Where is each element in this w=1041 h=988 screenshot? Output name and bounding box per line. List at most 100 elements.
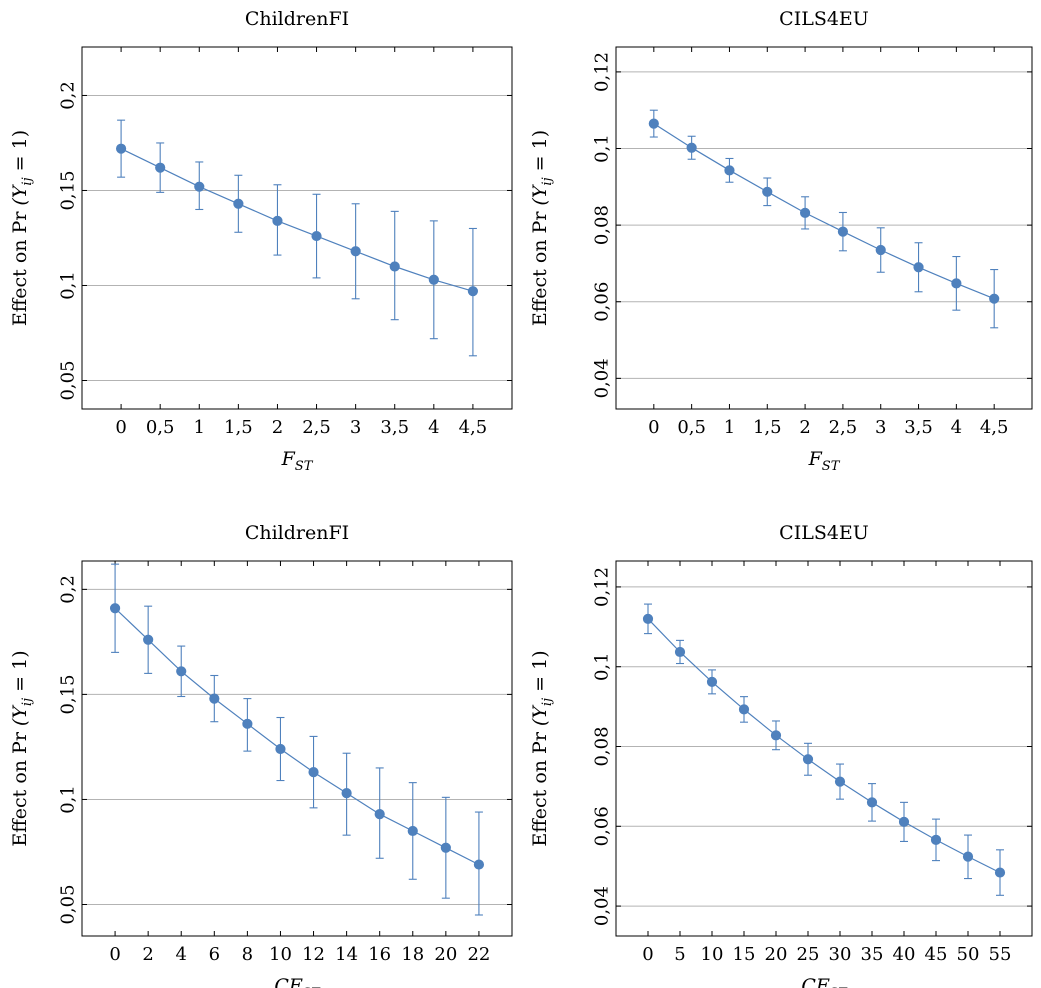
y-tick-label: 0,08 bbox=[592, 726, 613, 766]
x-tick-label: 45 bbox=[925, 944, 948, 965]
x-axis-label: CFST bbox=[274, 975, 321, 988]
data-point bbox=[272, 215, 283, 226]
x-tick-label: 18 bbox=[401, 944, 424, 965]
x-tick-label: 55 bbox=[989, 944, 1012, 965]
x-tick-label: 1,5 bbox=[753, 417, 782, 438]
data-point bbox=[674, 646, 686, 658]
y-tick-label: 0,05 bbox=[58, 360, 79, 400]
data-point bbox=[467, 286, 479, 297]
data-point bbox=[962, 851, 974, 862]
y-tick-label: 0,2 bbox=[58, 575, 79, 604]
series-line bbox=[647, 618, 1001, 874]
y-tick-label: 0,15 bbox=[58, 674, 79, 714]
data-point bbox=[898, 816, 910, 828]
data-point bbox=[389, 261, 400, 272]
y-axis-label: Effect on Pr (Yij = 1) bbox=[529, 650, 555, 846]
x-tick-label: 10 bbox=[269, 944, 292, 965]
x-tick-label: 3 bbox=[875, 417, 886, 438]
x-tick-label: 2 bbox=[799, 417, 810, 438]
x-axis-label: FST bbox=[808, 448, 841, 474]
x-tick-label: 0 bbox=[648, 417, 659, 438]
x-tick-label: 4 bbox=[428, 417, 439, 438]
data-point bbox=[875, 244, 886, 256]
x-tick-label: 30 bbox=[829, 944, 852, 965]
x-tick-label: 0,5 bbox=[677, 417, 706, 438]
y-axis-label: Effect on Pr (Yij = 1) bbox=[529, 130, 555, 326]
data-point bbox=[994, 867, 1006, 878]
series-line bbox=[114, 607, 480, 866]
data-point bbox=[770, 730, 782, 741]
y-tick-label: 0,12 bbox=[592, 52, 613, 92]
data-point bbox=[642, 613, 654, 624]
data-point bbox=[686, 142, 697, 153]
chart-title: ChildrenFI bbox=[245, 8, 349, 30]
x-tick-label: 20 bbox=[765, 944, 788, 965]
x-tick-label: 1 bbox=[724, 417, 735, 438]
data-point bbox=[428, 274, 439, 285]
data-point bbox=[233, 198, 244, 209]
x-tick-label: 6 bbox=[209, 944, 220, 965]
plot-frame bbox=[81, 560, 513, 937]
x-tick-label: 5 bbox=[674, 944, 685, 965]
data-point bbox=[913, 262, 924, 273]
data-point bbox=[706, 676, 718, 687]
y-tick-label: 0,06 bbox=[592, 806, 613, 846]
x-tick-label: 3,5 bbox=[904, 417, 933, 438]
chart-panel: CILS4EU 0,04 0,06 0,08 0,1 0,12 0 0,5 1 1,5 2 2,5 3 3… bbox=[520, 0, 1040, 494]
x-tick-label: 4,5 bbox=[980, 417, 1009, 438]
data-point bbox=[648, 118, 659, 129]
y-tick-label: 0,1 bbox=[58, 785, 79, 814]
x-tick-label: 12 bbox=[302, 944, 325, 965]
data-point bbox=[311, 230, 322, 242]
y-tick-label: 0,05 bbox=[58, 884, 79, 924]
chart-svg: CILS4EU 0,04 0,06 0,08 0,1 0,12 0 0,5 1 1,5 2 2,5 3 3… bbox=[529, 8, 1033, 474]
data-point bbox=[837, 226, 849, 237]
x-tick-label: 1,5 bbox=[224, 417, 253, 438]
data-point bbox=[109, 603, 121, 614]
data-point bbox=[989, 293, 1000, 304]
x-tick-label: 25 bbox=[797, 944, 820, 965]
data-point bbox=[209, 693, 220, 704]
chart-title: ChildrenFI bbox=[245, 522, 349, 544]
x-tick-label: 2,5 bbox=[829, 417, 858, 438]
x-tick-label: 50 bbox=[957, 944, 980, 965]
chart-panel: ChildrenFI 0,05 0,1 0,15 0,2 0 0,5 1 1,5 2 2,5 3 3,5… bbox=[0, 0, 520, 494]
data-point bbox=[866, 797, 878, 808]
data-point bbox=[341, 788, 352, 799]
x-tick-label: 22 bbox=[467, 944, 490, 965]
series-line bbox=[120, 148, 474, 292]
x-tick-label: 3,5 bbox=[380, 417, 409, 438]
data-point bbox=[242, 718, 253, 729]
data-point bbox=[407, 825, 418, 837]
data-point bbox=[762, 186, 773, 197]
data-point bbox=[440, 842, 451, 853]
chart-title: CILS4EU bbox=[779, 522, 869, 544]
data-point bbox=[176, 666, 187, 677]
x-tick-label: 4 bbox=[176, 944, 187, 965]
data-point bbox=[802, 754, 814, 765]
plot-frame bbox=[81, 46, 513, 410]
y-tick-label: 0,2 bbox=[58, 81, 79, 110]
x-tick-label: 0,5 bbox=[146, 417, 175, 438]
x-tick-label: 14 bbox=[335, 944, 358, 965]
x-tick-label: 2 bbox=[142, 944, 153, 965]
x-tick-label: 35 bbox=[861, 944, 884, 965]
x-tick-label: 4,5 bbox=[459, 417, 488, 438]
data-point bbox=[308, 767, 319, 778]
y-tick-label: 0,08 bbox=[592, 205, 613, 245]
chart-panel: ChildrenFI 0,05 0,1 0,15 0,2 0 2 4 6 8 10 12 14 16 18 2… bbox=[0, 494, 520, 988]
data-point bbox=[724, 165, 735, 176]
x-tick-label: 3 bbox=[350, 417, 361, 438]
chart-panel: CILS4EU 0,04 0,06 0,08 0,1 0,12 0 5 10 15 20 25 30 35… bbox=[520, 494, 1040, 988]
x-axis-label: FST bbox=[281, 448, 314, 474]
y-tick-label: 0,1 bbox=[592, 652, 613, 681]
data-point bbox=[143, 634, 154, 645]
data-point bbox=[350, 246, 361, 257]
data-point bbox=[115, 143, 127, 154]
data-point bbox=[834, 776, 846, 787]
x-tick-label: 15 bbox=[733, 944, 756, 965]
x-tick-label: 2,5 bbox=[302, 417, 331, 438]
series-line bbox=[653, 123, 995, 300]
y-axis-label: Effect on Pr (Yij = 1) bbox=[9, 650, 35, 846]
x-tick-label: 16 bbox=[368, 944, 391, 965]
